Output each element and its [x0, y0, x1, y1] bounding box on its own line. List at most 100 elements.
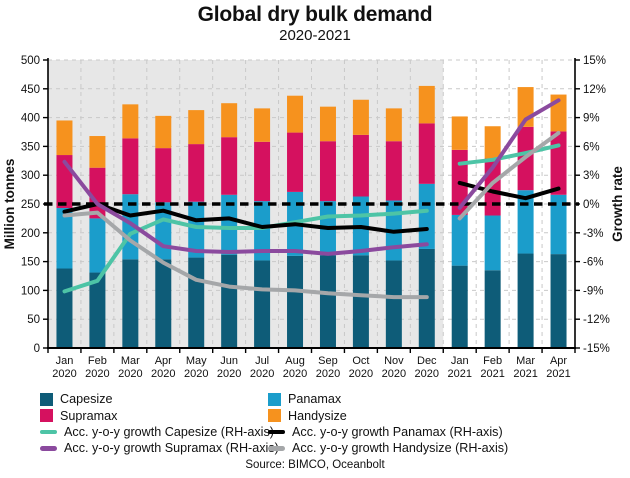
x-month-label: Apr	[550, 355, 567, 367]
growth-line-capesize	[457, 143, 561, 166]
x-month-label: Jan	[56, 355, 74, 367]
right-tick-label: -15%	[583, 343, 610, 355]
bar-segment-panamax	[517, 190, 534, 254]
bar-segment-capesize	[517, 253, 534, 348]
bar-segment-capesize	[254, 260, 271, 348]
legend-line-swatch	[40, 429, 57, 435]
legend-label: Capesize	[60, 392, 113, 407]
legend-label: Acc. y-o-y growth Handysize (RH-axis)	[292, 441, 509, 456]
left-tick-label: 400	[21, 113, 40, 125]
bar-segment-supramax	[122, 138, 139, 195]
bar-segment-handysize	[385, 108, 402, 142]
bar-segment-panamax	[418, 183, 435, 249]
x-month-label: Apr	[155, 355, 172, 367]
right-tick-label: 3%	[583, 170, 600, 182]
legend-label: Acc. y-o-y growth Panamax (RH-axis)	[292, 424, 503, 439]
legend-label: Panamax	[288, 392, 342, 407]
legend-item-acc-y-o-y-growth-capesize-rh-axis-: Acc. y-o-y growth Capesize (RH-axis)	[40, 424, 274, 440]
legend-item-acc-y-o-y-growth-supramax-rh-axis-: Acc. y-o-y growth Supramax (RH-axis)	[40, 440, 279, 456]
left-tick-label: 200	[21, 228, 40, 240]
legend-label: Acc. y-o-y growth Capesize (RH-axis)	[64, 424, 274, 439]
chart-title: Global dry bulk demand	[197, 3, 433, 26]
legend-item-panamax: Panamax	[268, 391, 600, 407]
bar-segment-capesize	[56, 268, 73, 348]
bar-segment-handysize	[418, 85, 435, 124]
bar-segment-panamax	[221, 194, 238, 255]
right-tick-label: 12%	[583, 84, 606, 96]
x-month-label: Sep	[318, 355, 338, 367]
x-year-label: 2020	[85, 368, 109, 380]
x-year-label: 2020	[184, 368, 208, 380]
x-year-label: 2020	[283, 368, 307, 380]
bar-segment-capesize	[188, 257, 205, 348]
bar-segment-handysize	[352, 99, 369, 135]
legend-item-supramax: Supramax	[40, 407, 268, 423]
right-tick-label: 0%	[583, 199, 600, 211]
legend-item-acc-y-o-y-growth-panamax-rh-axis-: Acc. y-o-y growth Panamax (RH-axis)	[268, 424, 600, 440]
bar-segment-handysize	[451, 116, 468, 150]
x-month-label: Jun	[220, 355, 238, 367]
x-month-label: Aug	[285, 355, 305, 367]
bar-segment-supramax	[319, 141, 336, 202]
left-tick-label: 300	[21, 170, 40, 182]
x-month-label: May	[186, 355, 207, 367]
legend-label: Acc. y-o-y growth Supramax (RH-axis)	[64, 441, 279, 456]
bar-segment-capesize	[385, 260, 402, 348]
growth-line-supramax	[62, 159, 429, 256]
bar-segment-handysize	[122, 104, 139, 139]
bar-segment-supramax	[287, 132, 304, 192]
right-tick-label: 15%	[583, 55, 606, 67]
bar-segment-panamax	[484, 215, 501, 271]
left-tick-label: 150	[21, 257, 40, 269]
bar-segment-panamax	[451, 214, 468, 266]
x-month-label: Feb	[483, 355, 502, 367]
right-tick-label: -6%	[583, 257, 603, 269]
x-month-label: Dec	[417, 355, 437, 367]
legend-line-swatch	[40, 446, 57, 451]
bar-segment-panamax	[56, 208, 73, 269]
right-tick-label: -9%	[583, 285, 603, 297]
legend-label: Supramax	[60, 408, 118, 423]
bar-segment-capesize	[122, 259, 139, 348]
x-year-label: 2021	[513, 368, 537, 380]
left-tick-label: 50	[27, 314, 40, 326]
bar-segment-capesize	[550, 254, 567, 348]
growth-line-handysize	[62, 210, 429, 300]
bar-segment-handysize	[89, 136, 106, 168]
chart-subtitle: 2020-2021	[279, 27, 351, 44]
bar-segment-capesize	[287, 255, 304, 348]
bar-segment-supramax	[418, 123, 435, 184]
bar-segment-handysize	[155, 115, 172, 149]
bar-segment-handysize	[56, 120, 73, 156]
legend-color-swatch	[40, 409, 53, 423]
right-tick-label: 6%	[583, 141, 600, 153]
left-tick-label: 0	[34, 343, 40, 355]
bar-segment-panamax	[188, 201, 205, 258]
bar-segment-handysize	[484, 126, 501, 159]
x-year-label: 2020	[349, 368, 373, 380]
bar-segment-capesize	[484, 270, 501, 348]
x-month-label: Nov	[384, 355, 404, 367]
x-year-label: 2021	[546, 368, 570, 380]
bar-segment-handysize	[319, 106, 336, 142]
legend-color-swatch	[268, 392, 281, 406]
legend-item-capesize: Capesize	[40, 391, 268, 407]
x-year-label: 2020	[217, 368, 241, 380]
bar-segment-supramax	[385, 141, 402, 201]
left-tick-label: 450	[21, 84, 40, 96]
right-tick-label: -12%	[583, 314, 610, 326]
bar-segment-handysize	[254, 108, 271, 142]
legend-item-acc-y-o-y-growth-handysize-rh-axis-: Acc. y-o-y growth Handysize (RH-axis)	[268, 440, 600, 456]
bar-segment-handysize	[287, 95, 304, 133]
legend-line-swatch	[268, 446, 285, 451]
x-year-label: 2020	[52, 368, 76, 380]
x-month-label: Mar	[121, 355, 140, 367]
legend-item-handysize: Handysize	[268, 407, 600, 423]
x-month-label: Jul	[255, 355, 269, 367]
x-month-label: Oct	[352, 355, 369, 367]
chart-legend: Capesize Panamax Supramax Handysize Acc. y-o…	[40, 391, 600, 457]
chart-canvas: 0 50 100 150 200 250 300 350 400 450 500 -15% -12% -9…	[2, 55, 625, 380]
x-year-label: 2021	[480, 368, 504, 380]
bar-segment-supramax	[188, 144, 205, 202]
bar-segment-capesize	[319, 255, 336, 348]
